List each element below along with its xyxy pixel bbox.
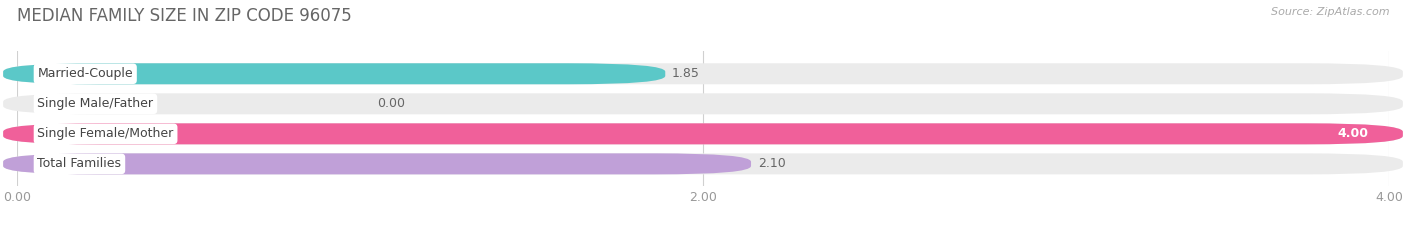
FancyBboxPatch shape: [3, 93, 1403, 114]
Text: Single Male/Father: Single Male/Father: [38, 97, 153, 110]
Text: MEDIAN FAMILY SIZE IN ZIP CODE 96075: MEDIAN FAMILY SIZE IN ZIP CODE 96075: [17, 7, 352, 25]
Text: Total Families: Total Families: [38, 157, 121, 170]
FancyBboxPatch shape: [3, 63, 1403, 84]
FancyBboxPatch shape: [3, 123, 1403, 144]
Text: Single Female/Mother: Single Female/Mother: [38, 127, 174, 140]
FancyBboxPatch shape: [3, 153, 751, 174]
Text: Married-Couple: Married-Couple: [38, 67, 134, 80]
FancyBboxPatch shape: [3, 153, 1403, 174]
FancyBboxPatch shape: [3, 123, 1403, 144]
Text: 1.85: 1.85: [672, 67, 700, 80]
FancyBboxPatch shape: [3, 63, 665, 84]
Text: 4.00: 4.00: [1337, 127, 1368, 140]
Text: 0.00: 0.00: [377, 97, 405, 110]
Text: 2.10: 2.10: [758, 157, 786, 170]
Text: Source: ZipAtlas.com: Source: ZipAtlas.com: [1271, 7, 1389, 17]
